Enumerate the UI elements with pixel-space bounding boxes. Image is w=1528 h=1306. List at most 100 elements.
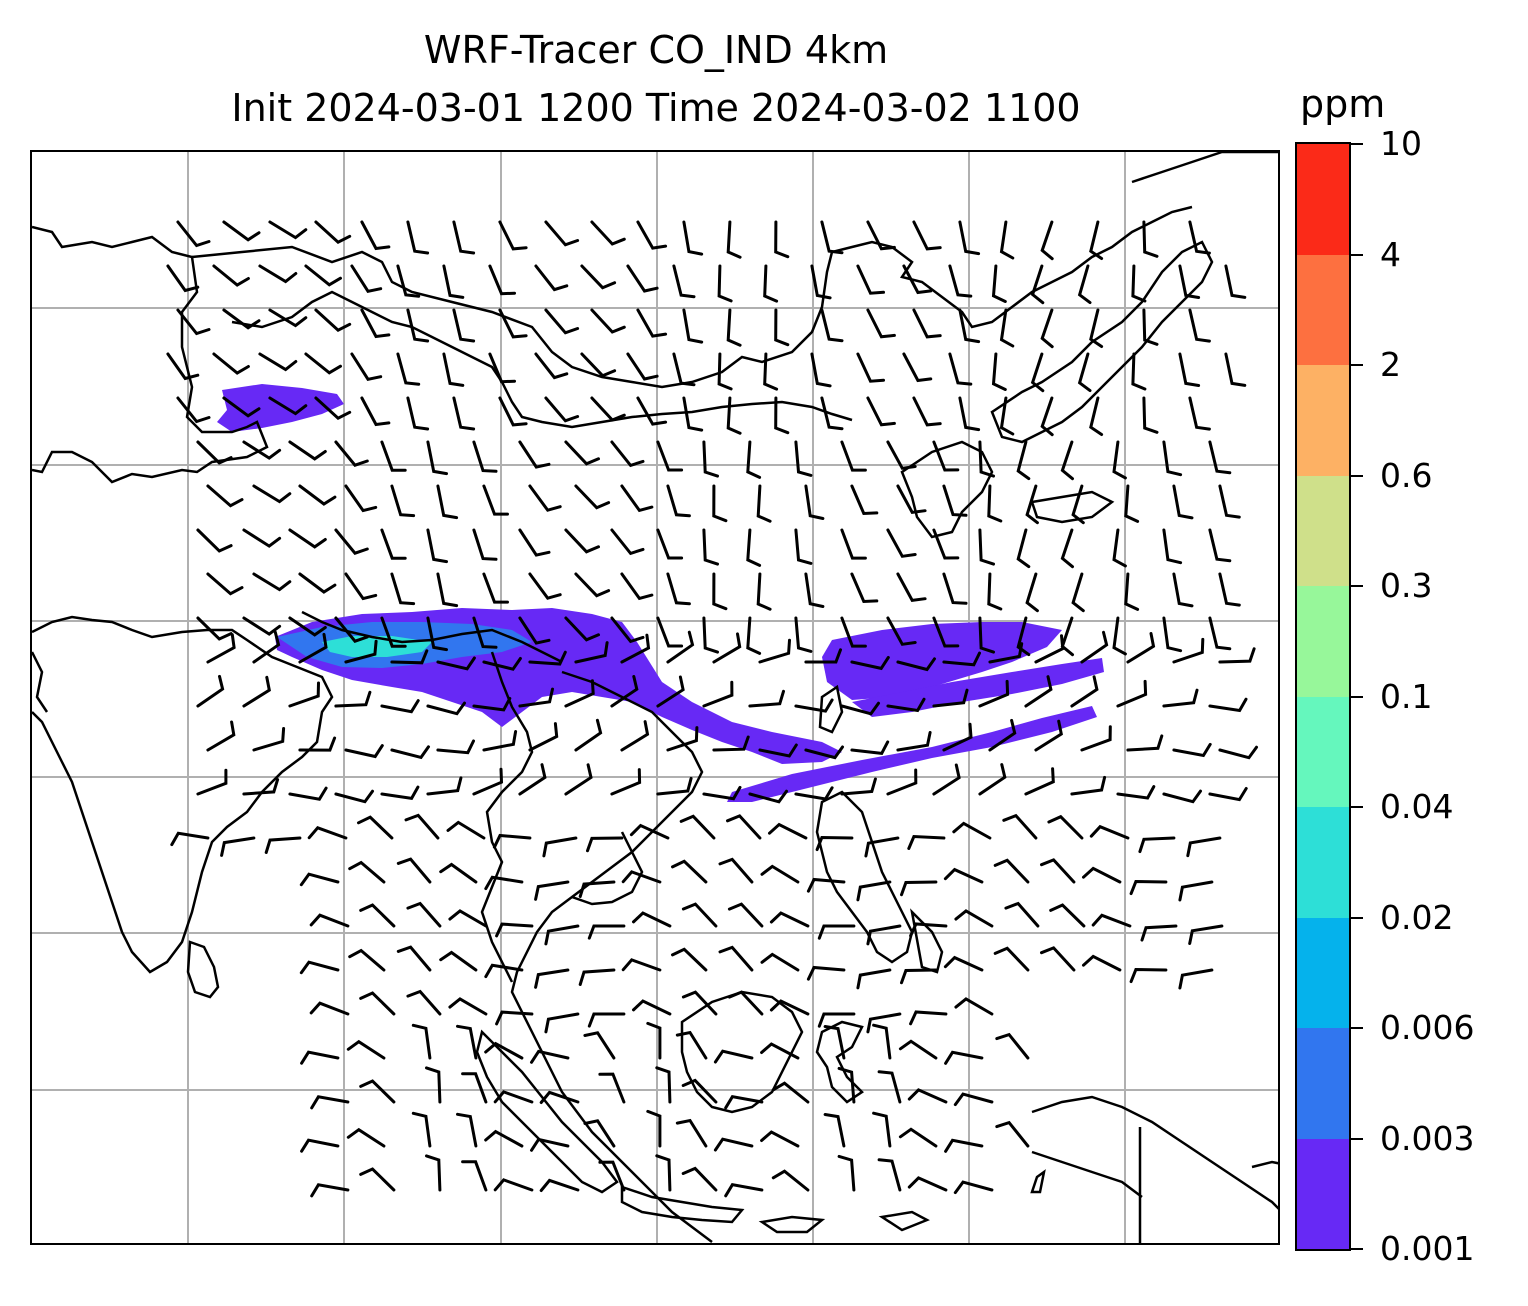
wind-barb [1162,528,1183,565]
wind-barb [771,1169,810,1192]
wind-barb [1071,484,1085,525]
wind-barb [314,220,352,245]
wind-barb [840,616,867,648]
plume-tibet-patch [217,384,344,432]
wind-barb [1218,647,1256,664]
wind-barb [1188,220,1211,255]
wind-barb [1077,264,1092,305]
wind-barb [288,616,327,637]
wind-barb [564,440,600,466]
wind-barb [518,616,551,645]
wind-barb [823,1113,846,1148]
wind-barb [488,352,516,384]
wind-barb [1162,440,1183,477]
wind-barb [672,352,696,387]
wind-barb [406,308,430,343]
wind-barb [396,352,421,386]
wind-barb [1162,688,1199,708]
wind-barb [626,264,659,293]
colorbar-segment [1297,475,1349,586]
wind-barb [334,616,369,643]
wind-barb [580,264,617,290]
wind-barb [1089,396,1104,436]
wind-barb [396,945,432,972]
wind-barb [620,572,654,601]
wind-barb [815,835,854,852]
wind-barb [206,484,244,508]
wind-barb [646,1021,662,1060]
wind-barb [472,696,512,712]
wind-barb [675,1118,708,1148]
wind-barb [902,264,933,295]
wind-barb [492,833,532,849]
wind-barb [760,864,800,884]
wind-barb [334,528,369,555]
wind-barb [671,859,708,884]
wind-barb [810,264,832,300]
wind-barb [564,528,600,554]
wind-barb [498,308,528,339]
wind-barb [196,768,228,796]
wind-barb [769,999,810,1016]
wind-barb [1224,264,1247,299]
wind-barb [610,768,642,796]
wind-barb [626,352,659,381]
wind-barb [425,1066,442,1104]
wind-barb [952,821,992,840]
wind-barb [564,763,593,796]
wind-barb [1188,308,1211,343]
wind-barb [907,1176,948,1192]
wind-barb [1129,879,1168,896]
colorbar-segment [1297,1138,1349,1249]
wind-barb [314,396,352,421]
colorbar-tick [1351,364,1363,366]
wind-barb [856,968,892,990]
wind-barb [702,528,719,566]
wind-barb [334,789,374,804]
wind-barb [1077,352,1092,393]
wind-barb [840,777,877,796]
wind-barb [360,220,391,251]
colorbar-segment [1297,254,1349,365]
wind-barb [390,572,416,606]
wind-barb [425,1154,442,1192]
colorbar-segment [1297,143,1349,255]
wind-barb [1131,352,1147,391]
wind-barb [258,264,298,284]
wind-barb [610,616,645,644]
colorbar [1295,142,1351,1251]
wind-barb [484,1129,524,1148]
wind-barb [1224,352,1247,387]
wind-barb [212,352,250,375]
wind-barb [909,922,948,938]
wind-barb [774,220,790,259]
wind-barb [1112,528,1127,568]
wind-barb [472,440,498,473]
wind-barb [268,308,308,328]
wind-barb [196,674,225,708]
wind-barb [1142,396,1159,434]
wind-barb [590,220,626,246]
wind-barb [436,739,475,755]
wind-barb [1060,528,1074,569]
wind-barb [1016,616,1031,657]
wind-barb [864,836,900,858]
wind-barb [886,528,917,558]
wind-barb [1025,484,1039,525]
wind-barb [348,948,386,972]
wind-barb [1218,745,1258,760]
wind-barb [712,484,728,523]
wind-barb [944,1050,984,1065]
wind-barb [242,528,282,548]
wind-barb [518,440,551,469]
wind-barb [671,947,708,972]
map-panel[interactable] [30,150,1280,1245]
wind-barb [344,572,378,601]
wind-barb [518,763,547,796]
wind-barb [396,857,432,884]
wind-barb [837,1066,856,1104]
wind-barb [390,745,430,760]
wind-barb [176,308,211,336]
wind-barb [1178,880,1214,902]
wind-barb [944,1138,984,1153]
